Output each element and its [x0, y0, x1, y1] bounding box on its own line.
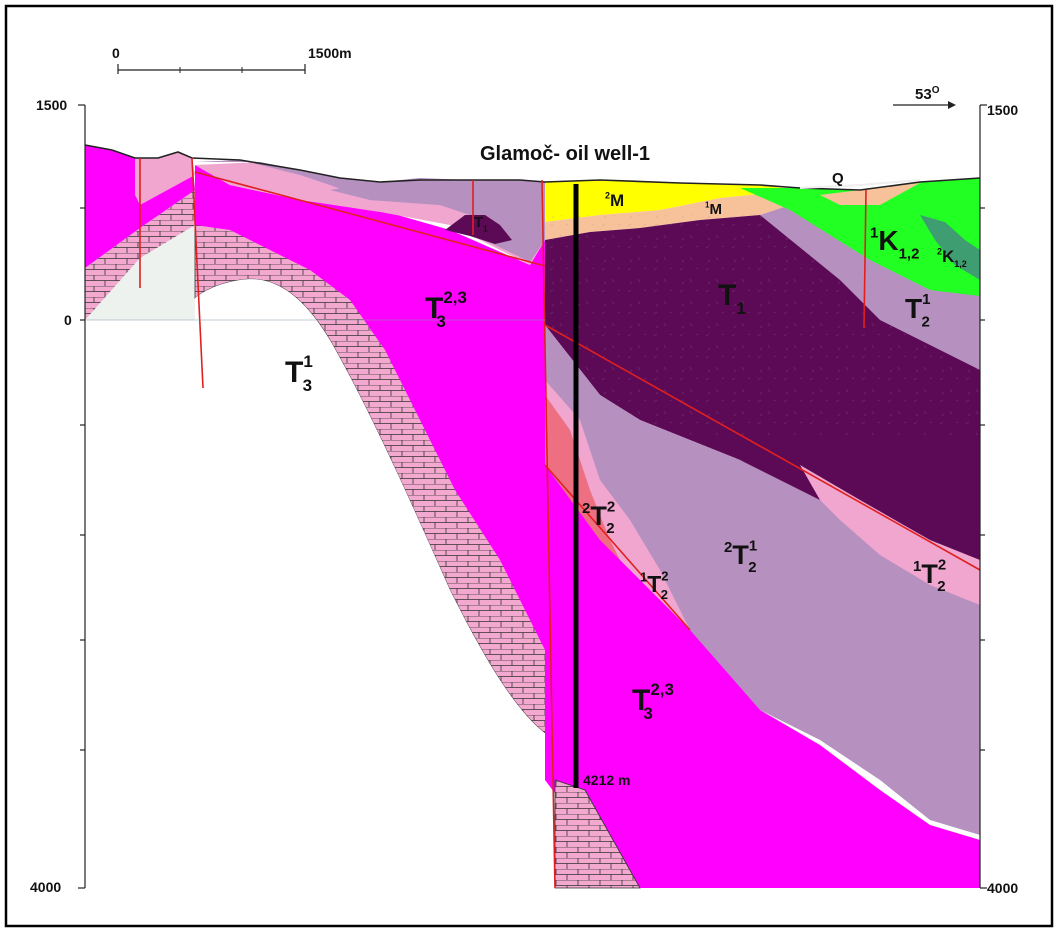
- right-axis-bottom-label: 4000: [987, 880, 1018, 896]
- unit-t3-23-upper-magenta: [195, 165, 545, 650]
- unit-t1-small: [445, 215, 512, 244]
- unit-label-k12-1: 1K1,2: [870, 224, 919, 262]
- unit-teal-k2: [920, 215, 980, 280]
- fault-lines: [139, 157, 981, 889]
- unit-labels: T2,3 3 T1 3 T1 2M 1M Q 1K1,2 2K1,2 T1 T1 2 2T2 2 2T1 2 1T…: [285, 170, 967, 723]
- svg-text:53O: 53O: [915, 85, 940, 103]
- unit-label-t2-2-1: 2T1 2: [724, 538, 757, 577]
- left-axis-zero-label: 0: [64, 312, 72, 328]
- unit-label-k12-2: 2K1,2: [937, 246, 967, 269]
- unit-m2-yellow: [545, 180, 800, 222]
- well-title: Glamoč- oil well-1: [480, 143, 650, 165]
- orientation-indicator: 53O: [893, 85, 956, 109]
- unit-pink-band-center: [545, 380, 690, 630]
- unit-label-t2-1-2-right: 1T2 2: [913, 557, 946, 596]
- unit-t2-2-2-salmon: [545, 395, 640, 600]
- unit-label-t1-large: T1: [718, 279, 746, 318]
- right-axis-top-label: 1500: [987, 102, 1018, 118]
- left-depth-axis: [78, 104, 86, 889]
- unit-label-t3-23-upper: T2,3 3: [425, 288, 467, 331]
- unit-label-t3-23-lower: T2,3 3: [632, 680, 674, 723]
- well-depth-label: 4212 m: [583, 772, 630, 788]
- scale-end-label: 1500m: [308, 45, 352, 61]
- unit-label-t1-small: T1: [474, 214, 488, 234]
- right-depth-axis: [979, 104, 987, 889]
- unit-pink-left-top: [135, 152, 195, 205]
- unit-label-t2-2-2: 2T2 2: [582, 499, 615, 538]
- left-axis-bottom-label: 4000: [30, 879, 61, 895]
- topographic-surface: [84, 144, 981, 191]
- degree-sign: O: [932, 85, 940, 96]
- scale-start-label: 0: [112, 45, 120, 61]
- unit-t2-1-2-pink-band: [800, 465, 980, 605]
- unit-white-below-arch: [195, 279, 555, 888]
- unit-label-t3-1: T1 3: [285, 352, 313, 395]
- scale-bar: 0 1500m: [112, 45, 352, 74]
- well-area-ground-sheen: [799, 179, 921, 189]
- unit-label-m2: 2M: [605, 190, 624, 210]
- unit-label-m1: 1M: [705, 200, 722, 218]
- unit-green-k: [740, 178, 980, 296]
- unit-peach-strip-right: [820, 183, 920, 205]
- left-axis-top-label: 1500: [36, 97, 67, 113]
- unit-t3-23-lower-magenta: [545, 465, 980, 888]
- unit-label-t2-1-right: T1 2: [905, 291, 930, 330]
- unit-label-t2-1-2-center: 1T2 2: [640, 569, 669, 602]
- orientation-label: 53: [915, 86, 932, 103]
- unit-label-q: Q: [832, 170, 844, 187]
- unit-t2-2-1-lavender: [545, 325, 980, 835]
